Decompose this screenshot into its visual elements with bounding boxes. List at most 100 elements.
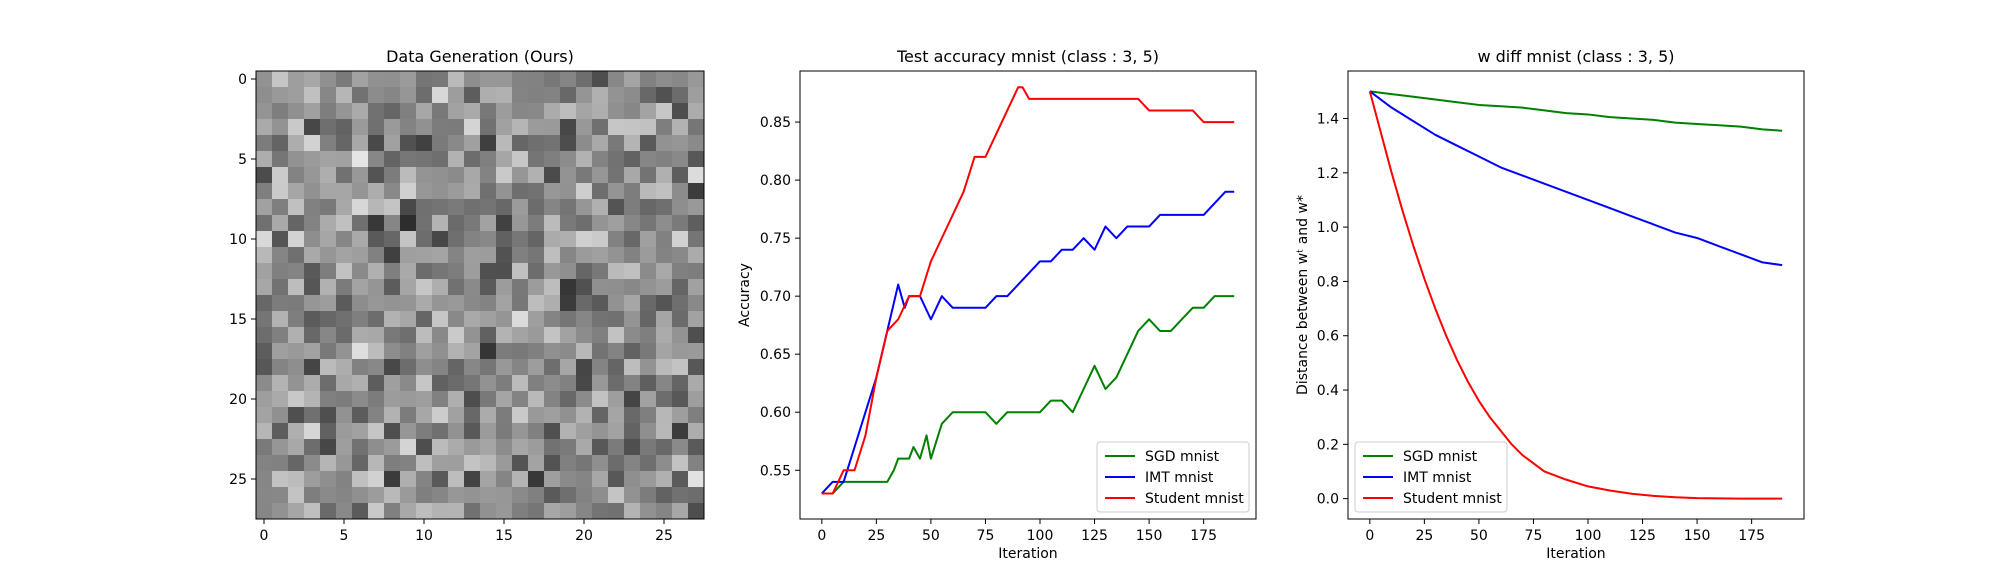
heatmap-cell [528, 503, 545, 520]
heatmap-cell [320, 119, 337, 136]
heatmap-cell [336, 295, 353, 312]
heatmap-cell [576, 279, 593, 296]
heatmap-cell [416, 503, 433, 520]
heatmap-cell [416, 279, 433, 296]
heatmap-cell [368, 151, 385, 168]
heatmap-cell [688, 279, 705, 296]
heatmap-cell [368, 231, 385, 248]
heatmap-cell [272, 327, 289, 344]
heatmap-cell [288, 199, 305, 216]
heatmap-cell [304, 279, 321, 296]
heatmap-cell [656, 199, 673, 216]
heatmap-cell [464, 471, 481, 488]
heatmap-cell [448, 343, 465, 360]
heatmap-cell [640, 247, 657, 264]
x-tick-label: 175 [1190, 528, 1217, 544]
heatmap-cell [384, 167, 401, 184]
heatmap-cell [352, 135, 369, 152]
heatmap-cell [528, 199, 545, 216]
heatmap-cell [464, 503, 481, 520]
x-tick-label: 50 [1470, 528, 1488, 544]
heatmap-cell [304, 103, 321, 120]
heatmap-cell [368, 199, 385, 216]
heatmap-cell [272, 391, 289, 408]
heatmap-cell [464, 167, 481, 184]
heatmap-cell [528, 151, 545, 168]
heatmap-cell [256, 503, 273, 520]
x-tick-label: 50 [922, 528, 940, 544]
wdiff-x-axis: 0 25 50 75 100 125 150 175 [1365, 519, 1765, 544]
heatmap-cell [592, 407, 609, 424]
heatmap-cell [384, 343, 401, 360]
heatmap-cell [464, 231, 481, 248]
y-tick-label: 5 [238, 152, 247, 168]
heatmap-cell [480, 103, 497, 120]
heatmap-cell [432, 359, 449, 376]
heatmap-cell [416, 455, 433, 472]
heatmap-cell [640, 263, 657, 280]
heatmap-cell [448, 439, 465, 456]
heatmap-cell [672, 311, 689, 328]
heatmap-cell [272, 119, 289, 136]
heatmap-cell [304, 87, 321, 104]
heatmap-cell [544, 167, 561, 184]
heatmap-cell [352, 87, 369, 104]
heatmap-cells [256, 71, 705, 520]
heatmap-cell [688, 423, 705, 440]
heatmap-cell [528, 247, 545, 264]
heatmap-cell [352, 119, 369, 136]
heatmap-cell [480, 263, 497, 280]
y-tick-label: 0.85 [760, 115, 791, 131]
heatmap-cell [560, 423, 577, 440]
heatmap-cell [592, 391, 609, 408]
heatmap-cell [640, 487, 657, 504]
heatmap-cell [384, 439, 401, 456]
heatmap-cell [608, 407, 625, 424]
heatmap-cell [304, 247, 321, 264]
heatmap-cell [416, 119, 433, 136]
heatmap-cell [400, 151, 417, 168]
heatmap-cell [336, 503, 353, 520]
heatmap-cell [656, 103, 673, 120]
heatmap-cell [400, 199, 417, 216]
heatmap-cell [512, 343, 529, 360]
heatmap-cell [544, 231, 561, 248]
accuracy-ylabel: Accuracy [737, 263, 753, 327]
heatmap-cell [544, 279, 561, 296]
x-tick-label: 25 [867, 528, 885, 544]
heatmap-cell [320, 263, 337, 280]
heatmap-x-axis: 0 5 10 15 20 25 [260, 519, 673, 544]
heatmap-cell [608, 151, 625, 168]
heatmap-cell [544, 455, 561, 472]
heatmap-cell [592, 455, 609, 472]
heatmap-cell [672, 391, 689, 408]
heatmap-cell [544, 199, 561, 216]
heatmap-cell [688, 135, 705, 152]
heatmap-cell [432, 199, 449, 216]
heatmap-cell [464, 263, 481, 280]
heatmap-cell [384, 87, 401, 104]
y-tick-label: 0.60 [760, 405, 791, 421]
heatmap-cell [480, 215, 497, 232]
heatmap-cell [576, 103, 593, 120]
series-line [1368, 91, 1783, 500]
heatmap-cell [576, 295, 593, 312]
heatmap-cell [480, 359, 497, 376]
heatmap-cell [608, 327, 625, 344]
heatmap-cell [352, 183, 369, 200]
heatmap-cell [512, 311, 529, 328]
heatmap-cell [352, 231, 369, 248]
heatmap-cell [640, 407, 657, 424]
heatmap-cell [368, 375, 385, 392]
heatmap-cell [256, 407, 273, 424]
heatmap-panel: Data Generation (Ours) 0 5 10 15 20 25 0 5 10 15… [229, 47, 705, 544]
heatmap-cell [464, 311, 481, 328]
y-tick-label: 0 [238, 72, 247, 88]
heatmap-cell [480, 279, 497, 296]
heatmap-cell [576, 119, 593, 136]
heatmap-cell [608, 199, 625, 216]
heatmap-cell [624, 471, 641, 488]
heatmap-cell [464, 279, 481, 296]
heatmap-cell [688, 151, 705, 168]
heatmap-cell [480, 135, 497, 152]
